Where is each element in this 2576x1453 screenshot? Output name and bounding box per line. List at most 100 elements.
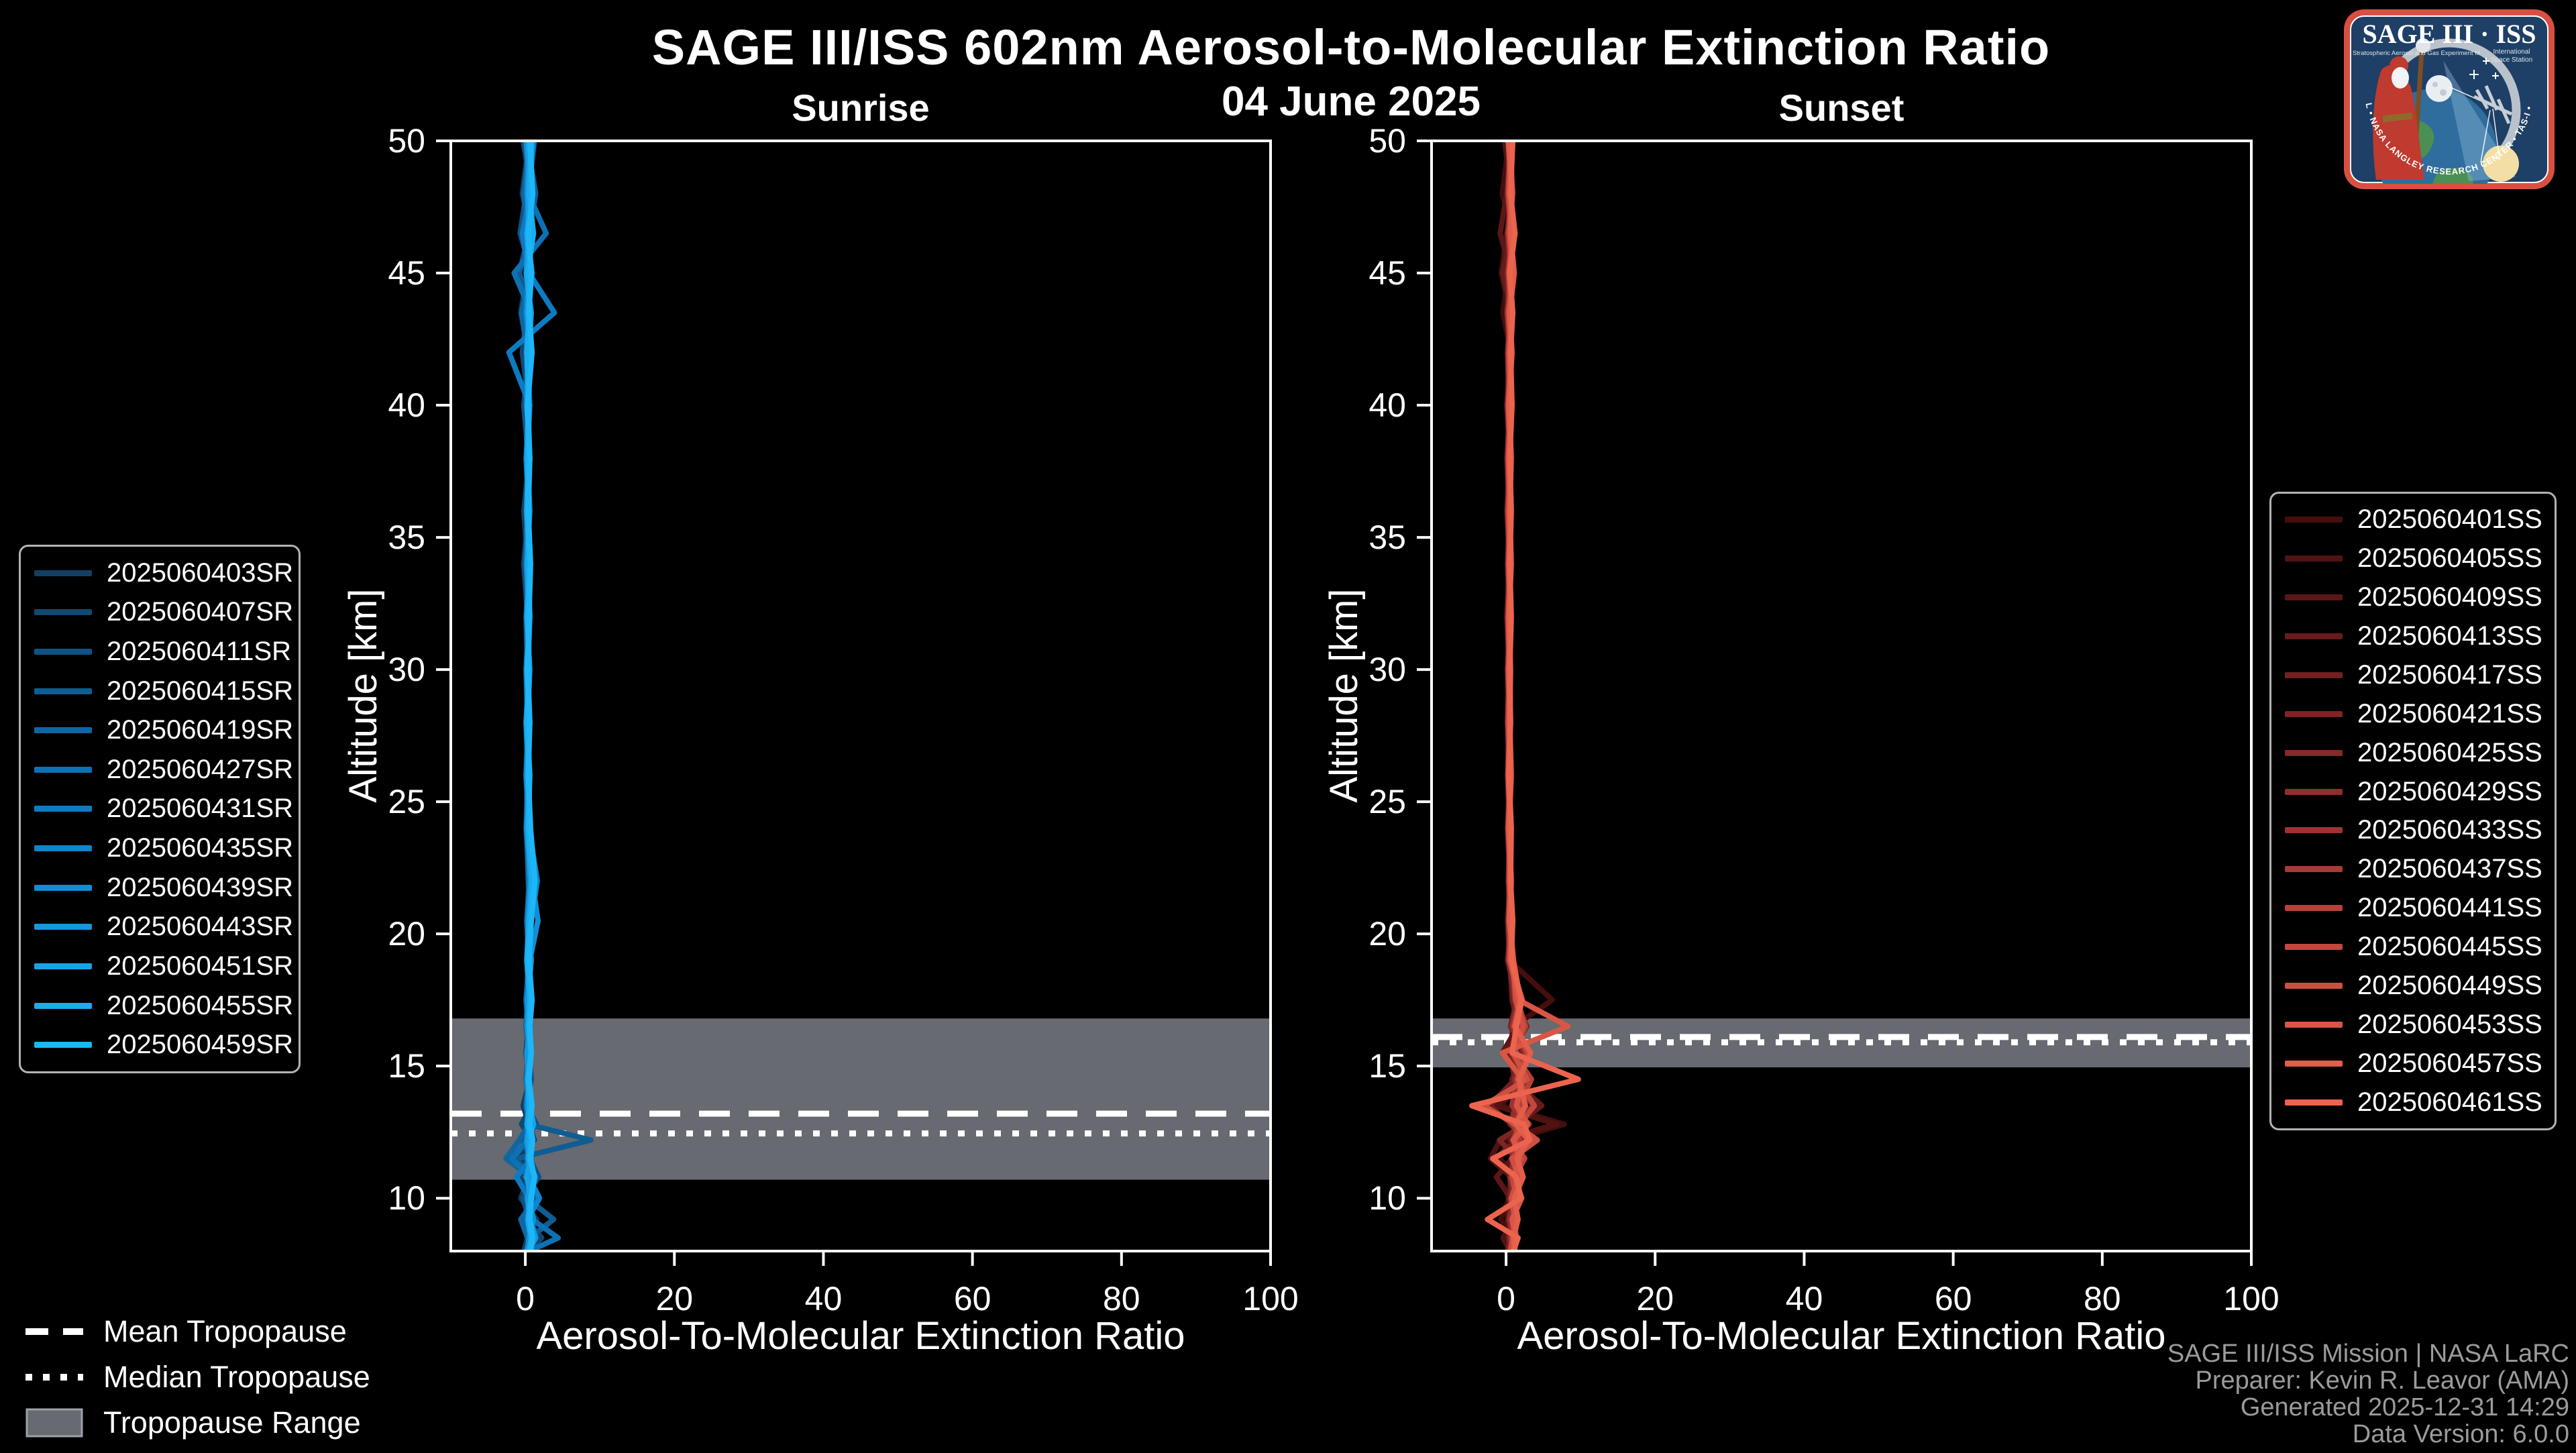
tropopause-range-label: Tropopause Range xyxy=(103,1405,361,1440)
legend-item-label: 2025060455SR xyxy=(107,991,293,1021)
y-tick-label: 45 xyxy=(1368,254,1406,292)
legend-item-2025060439SR: 2025060439SR xyxy=(30,873,289,903)
panel-sunrise xyxy=(451,141,1271,1251)
legend-item-2025060453SS: 2025060453SS xyxy=(2281,1010,2545,1040)
legend-line-swatch-icon xyxy=(34,1042,92,1048)
legend-line-swatch-icon xyxy=(34,924,92,930)
attribution-mission: SAGE III/ISS Mission | NASA LaRC xyxy=(2167,1340,2569,1367)
legend-item-label: 2025060449SS xyxy=(2357,971,2542,1001)
logo-moon-crater-2 xyxy=(2440,89,2447,96)
legend-item-label: 2025060405SS xyxy=(2357,543,2542,574)
legend-line-swatch-icon xyxy=(2285,1022,2343,1028)
legend-line-swatch-icon xyxy=(2285,827,2343,833)
x-tick-label: 0 xyxy=(1497,1280,1515,1317)
legend-line-swatch-icon xyxy=(34,845,92,851)
legend-item-label: 2025060445SS xyxy=(2357,932,2542,962)
legend-item-2025060413SS: 2025060413SS xyxy=(2281,621,2545,651)
legend-line-swatch-icon xyxy=(2285,633,2343,639)
legend-item-2025060445SS: 2025060445SS xyxy=(2281,932,2545,962)
logo-subtitle-right-2: Space Station xyxy=(2491,56,2532,64)
legend-item-label: 2025060407SR xyxy=(107,597,293,627)
legend-line-swatch-icon xyxy=(34,727,92,733)
legend-line-swatch-icon xyxy=(2285,905,2343,911)
legend-sunset-events: 2025060401SS 2025060405SS 2025060409SS 2025… xyxy=(2269,492,2557,1130)
y-tick-label: 30 xyxy=(1368,651,1406,688)
attribution-block: SAGE III/ISS Mission | NASA LaRC Prepare… xyxy=(2167,1340,2569,1448)
y-tick-label: 35 xyxy=(388,519,425,556)
x-tick-label: 100 xyxy=(1242,1280,1298,1317)
legend-item-2025060441SS: 2025060441SS xyxy=(2281,893,2545,923)
legend-line-swatch-icon xyxy=(34,885,92,891)
y-tick-label: 15 xyxy=(388,1047,425,1085)
x-tick-label: 80 xyxy=(1103,1280,1140,1317)
legend-item-2025060417SS: 2025060417SS xyxy=(2281,660,2545,690)
x-tick-label: 80 xyxy=(2084,1280,2121,1317)
logo-title: SAGE III · ISS xyxy=(2362,19,2536,49)
legend-item-label: 2025060453SS xyxy=(2357,1010,2542,1040)
logo-subtitle-left: Stratospheric Aerosol and Gas Experiment… xyxy=(2353,50,2480,57)
y-tick-label: 30 xyxy=(388,651,425,688)
legend-item-2025060451SR: 2025060451SR xyxy=(30,951,289,981)
legend-line-swatch-icon xyxy=(34,963,92,969)
legend-item-label: 2025060409SS xyxy=(2357,582,2542,612)
legend-item-2025060409SS: 2025060409SS xyxy=(2281,582,2545,612)
legend-line-swatch-icon xyxy=(2285,672,2343,678)
y-tick-label: 50 xyxy=(388,122,425,160)
tropopause-range-legend-row: Tropopause Range xyxy=(25,1407,370,1438)
legend-item-2025060425SS: 2025060425SS xyxy=(2281,738,2545,768)
legend-item-label: 2025060429SS xyxy=(2357,777,2542,807)
legend-item-label: 2025060421SS xyxy=(2357,699,2542,729)
legend-item-label: 2025060427SR xyxy=(107,755,293,785)
legend-item-label: 2025060437SS xyxy=(2357,854,2542,884)
legend-line-swatch-icon xyxy=(34,1003,92,1009)
legend-item-2025060429SS: 2025060429SS xyxy=(2281,777,2545,807)
y-tick-label: 45 xyxy=(388,254,425,292)
legend-item-2025060431SR: 2025060431SR xyxy=(30,794,289,824)
legend-item-label: 2025060425SS xyxy=(2357,738,2542,768)
legend-item-2025060457SS: 2025060457SS xyxy=(2281,1048,2545,1079)
legend-item-label: 2025060443SR xyxy=(107,912,293,942)
legend-line-swatch-icon xyxy=(2285,866,2343,872)
legend-item-label: 2025060431SR xyxy=(107,794,293,824)
x-tick-label: 20 xyxy=(655,1280,693,1317)
legend-item-2025060401SS: 2025060401SS xyxy=(2281,504,2545,535)
mean-tropopause-dashed-line-icon xyxy=(25,1328,83,1336)
tropopause-range-swatch-icon xyxy=(25,1408,83,1438)
legend-item-2025060403SR: 2025060403SR xyxy=(30,558,289,588)
legend-item-2025060443SR: 2025060443SR xyxy=(30,912,289,942)
legend-item-2025060449SS: 2025060449SS xyxy=(2281,971,2545,1001)
legend-line-swatch-icon xyxy=(2285,983,2343,989)
y-tick-label: 20 xyxy=(1368,915,1406,953)
mean-tropopause-legend-row: Mean Tropopause xyxy=(25,1316,370,1347)
legend-item-label: 2025060461SS xyxy=(2357,1087,2542,1118)
logo-moon-crater xyxy=(2432,82,2438,87)
x-tick-label: 20 xyxy=(1636,1280,1674,1317)
x-tick-label: 100 xyxy=(2223,1280,2279,1317)
legend-line-swatch-icon xyxy=(2285,789,2343,795)
legend-item-label: 2025060441SS xyxy=(2357,893,2542,923)
legend-line-swatch-icon xyxy=(2285,1099,2343,1106)
legend-line-swatch-icon xyxy=(2285,517,2343,523)
legend-item-2025060421SS: 2025060421SS xyxy=(2281,699,2545,729)
x-axis-label-sunrise: Aerosol-To-Molecular Extinction Ratio xyxy=(451,1313,1271,1358)
y-axis-label-sunrise: Altitude [km] xyxy=(341,427,384,964)
legend-item-2025060455SR: 2025060455SR xyxy=(30,991,289,1021)
y-tick-label: 40 xyxy=(1368,386,1406,424)
y-tick-label: 50 xyxy=(1368,122,1406,160)
legend-line-swatch-icon xyxy=(34,609,92,615)
median-tropopause-legend-row: Median Tropopause xyxy=(25,1362,370,1393)
legend-item-label: 2025060413SS xyxy=(2357,621,2542,651)
legend-line-swatch-icon xyxy=(2285,944,2343,950)
legend-item-label: 2025060419SR xyxy=(107,715,293,745)
legend-item-label: 2025060457SS xyxy=(2357,1048,2542,1079)
legend-item-2025060419SR: 2025060419SR xyxy=(30,715,289,745)
median-tropopause-label: Median Tropopause xyxy=(103,1360,370,1395)
legend-line-swatch-icon xyxy=(34,649,92,655)
y-tick-label: 10 xyxy=(1368,1179,1406,1217)
x-tick-label: 60 xyxy=(1935,1280,1972,1317)
x-axis-label-sunset: Aerosol-To-Molecular Extinction Ratio xyxy=(1432,1313,2251,1358)
legend-line-swatch-icon xyxy=(2285,594,2343,600)
legend-item-2025060405SS: 2025060405SS xyxy=(2281,543,2545,574)
legend-item-label: 2025060417SS xyxy=(2357,660,2542,690)
